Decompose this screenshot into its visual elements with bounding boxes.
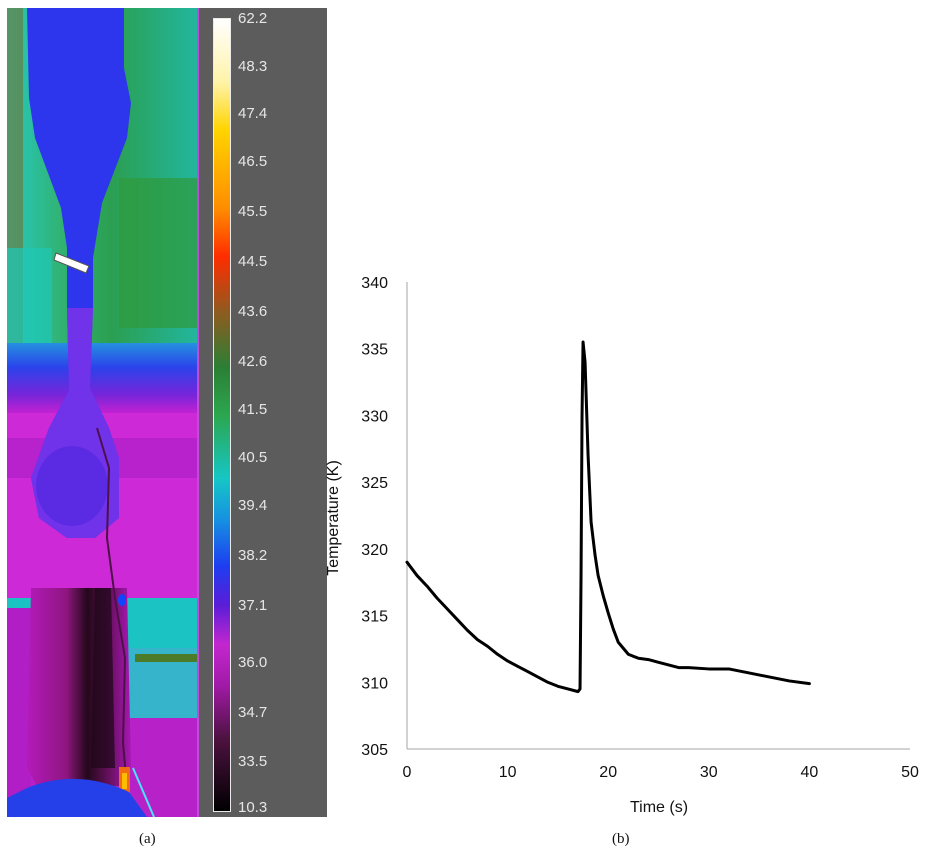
y-tick-label: 310 [361, 675, 388, 692]
y-tick-label: 340 [361, 275, 388, 292]
caption-panel-a: (a) [139, 831, 156, 848]
chart-axes [407, 282, 910, 749]
chart-series [407, 342, 809, 692]
y-tick-label: 330 [361, 408, 388, 425]
y-axis-label: Temperature (K) [325, 460, 342, 576]
temperature-series-line [407, 342, 809, 692]
caption-panel-b: (b) [612, 831, 630, 848]
x-tick-label: 50 [901, 764, 919, 781]
x-tick-label: 40 [801, 764, 819, 781]
x-axis-label: Time (s) [630, 799, 688, 816]
y-tick-label: 335 [361, 342, 388, 359]
x-tick-label: 10 [499, 764, 517, 781]
x-tick-label: 0 [403, 764, 412, 781]
x-tick-label: 30 [700, 764, 718, 781]
chart-ticks: 0 10 20 30 40 50 305 310 315 320 325 330 335 340 [361, 275, 919, 781]
y-tick-label: 325 [361, 475, 388, 492]
x-tick-label: 20 [599, 764, 617, 781]
y-tick-label: 315 [361, 609, 388, 626]
y-tick-label: 320 [361, 542, 388, 559]
y-tick-label: 305 [361, 742, 388, 759]
